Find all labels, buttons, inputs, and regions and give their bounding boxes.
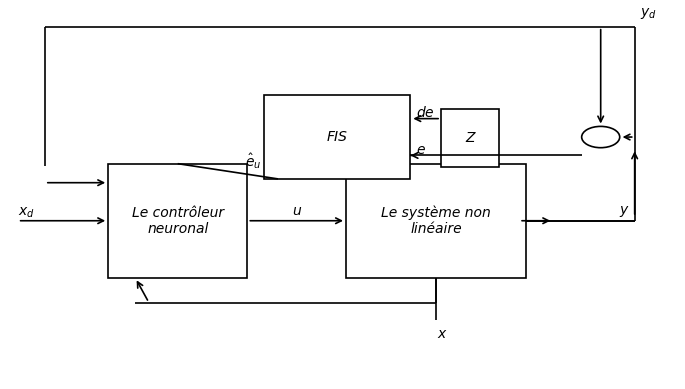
Bar <box>346 164 526 278</box>
Text: FIS: FIS <box>327 130 348 144</box>
Text: $u$: $u$ <box>292 204 301 218</box>
Text: $y$: $y$ <box>619 204 630 219</box>
Text: Le système non
linéaire: Le système non linéaire <box>381 205 490 236</box>
Text: Z: Z <box>465 131 475 145</box>
Text: $x$: $x$ <box>438 327 448 341</box>
Text: $\hat{e}_u$: $\hat{e}_u$ <box>245 152 261 171</box>
Text: $x_d$: $x_d$ <box>18 206 35 220</box>
Circle shape <box>582 126 620 148</box>
Text: $de$: $de$ <box>416 105 434 121</box>
Text: $e$: $e$ <box>416 143 426 157</box>
Text: Le contrôleur
neuronal: Le contrôleur neuronal <box>132 206 224 236</box>
Bar <box>264 95 410 179</box>
Bar <box>108 164 247 278</box>
Bar <box>441 109 499 168</box>
Text: $y_d$: $y_d$ <box>640 6 657 21</box>
